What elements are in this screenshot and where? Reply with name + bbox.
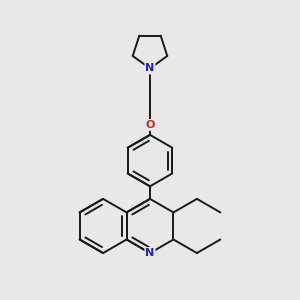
Text: O: O	[145, 120, 155, 130]
Text: N: N	[146, 64, 154, 74]
Text: N: N	[146, 248, 154, 258]
